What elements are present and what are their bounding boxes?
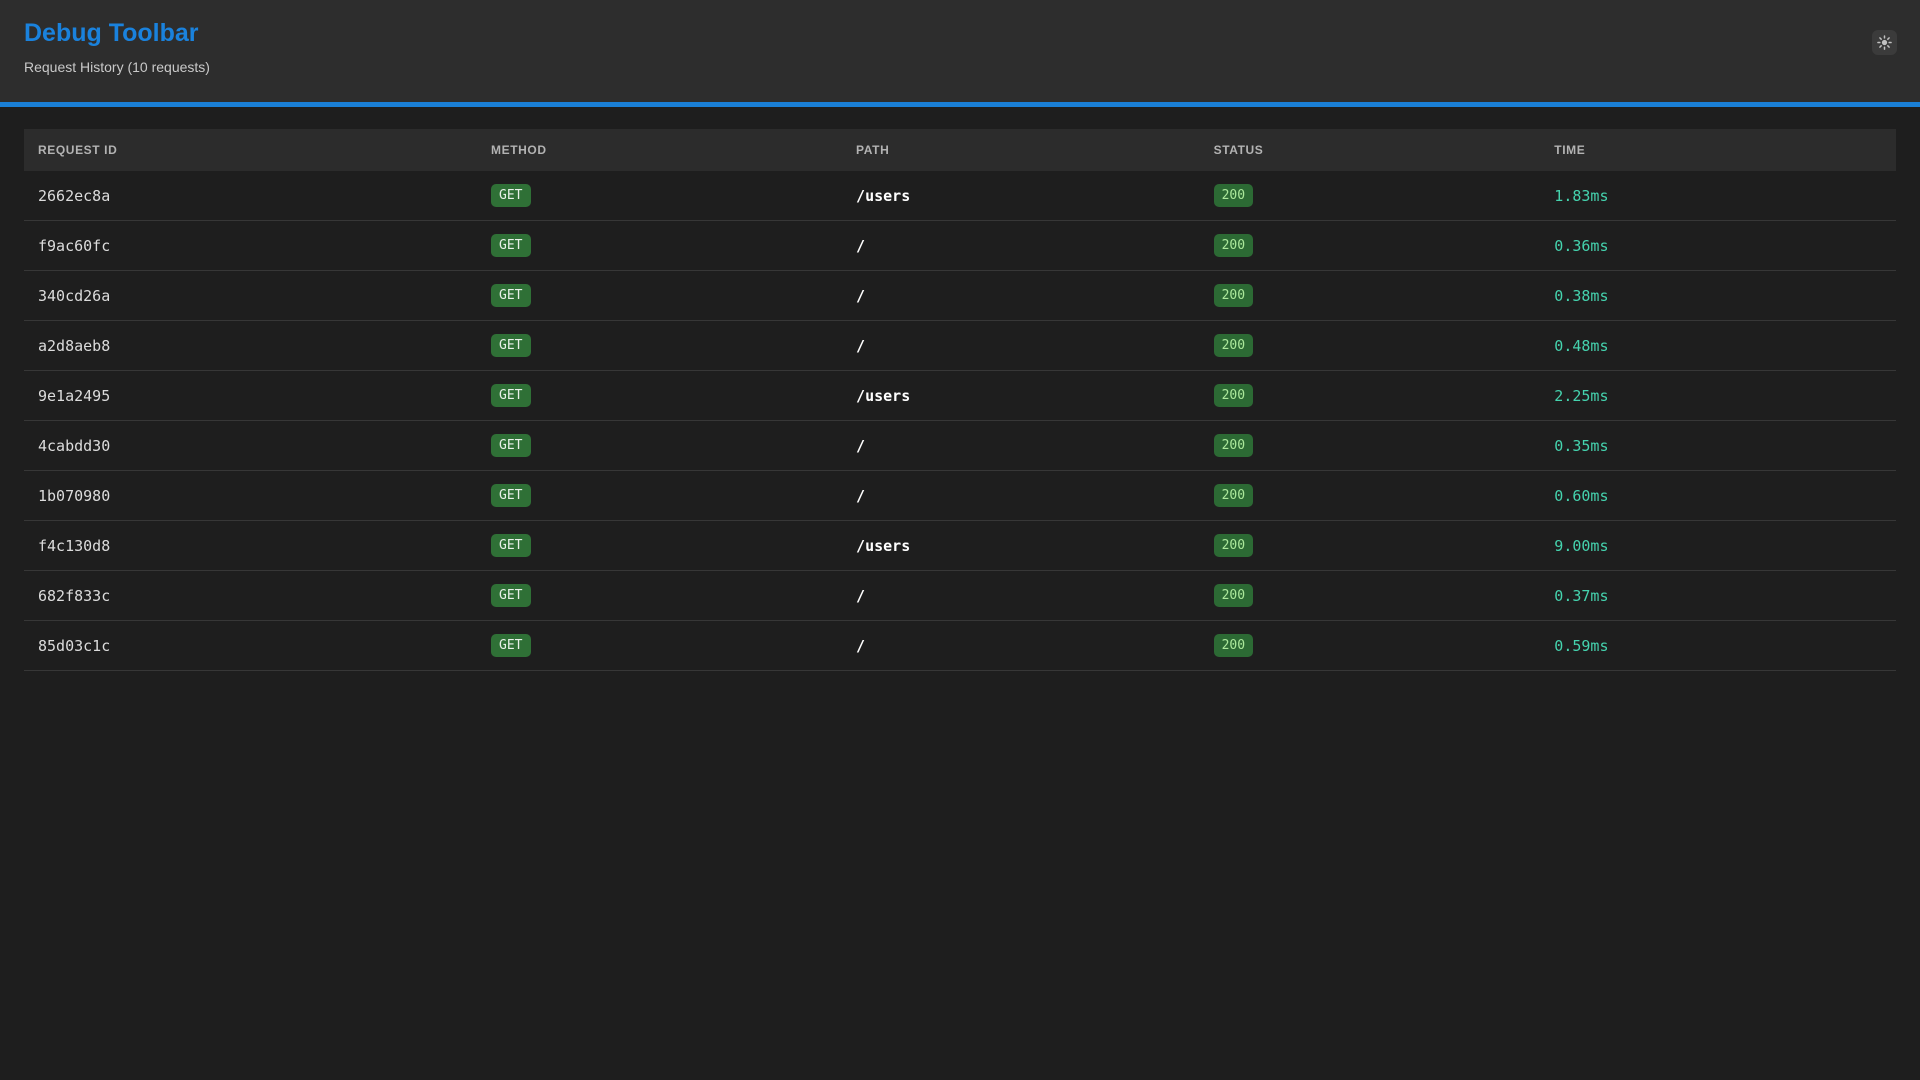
theme-toggle-button[interactable]	[1872, 30, 1897, 55]
table-row[interactable]: 85d03c1c GET / 200 0.59ms	[24, 620, 1896, 671]
request-id-cell: 682f833c	[24, 570, 478, 621]
request-id-cell: 1b070980	[24, 470, 478, 521]
time-cell: 0.48ms	[1540, 320, 1896, 371]
status-badge: 200	[1213, 334, 1254, 357]
request-id-cell: 340cd26a	[24, 270, 478, 321]
status-badge: 200	[1213, 384, 1254, 407]
method-cell: GET	[477, 620, 843, 671]
status-badge: 200	[1213, 234, 1254, 257]
column-header-status: Status	[1199, 129, 1541, 171]
request-id-cell: 9e1a2495	[24, 370, 478, 421]
path-cell: /	[842, 470, 1200, 521]
method-cell: GET	[477, 370, 843, 421]
status-cell: 200	[1199, 620, 1541, 671]
method-badge: GET	[491, 434, 531, 457]
method-cell: GET	[477, 570, 843, 621]
status-cell: 200	[1199, 470, 1541, 521]
time-cell: 0.35ms	[1540, 420, 1896, 471]
method-cell: GET	[477, 420, 843, 471]
method-cell: GET	[477, 520, 843, 571]
status-cell: 200	[1199, 570, 1541, 621]
time-cell: 0.38ms	[1540, 270, 1896, 321]
request-history-panel: Request ID Method Path Status Time 2662e…	[0, 107, 1920, 693]
status-badge: 200	[1213, 284, 1254, 307]
table-row[interactable]: 9e1a2495 GET /users 200 2.25ms	[24, 370, 1896, 421]
time-cell: 9.00ms	[1540, 520, 1896, 571]
request-id-cell: f9ac60fc	[24, 220, 478, 271]
time-cell: 0.59ms	[1540, 620, 1896, 671]
path-cell: /users	[842, 520, 1200, 571]
method-cell: GET	[477, 470, 843, 521]
status-badge: 200	[1213, 184, 1254, 207]
status-cell: 200	[1199, 420, 1541, 471]
toolbar-header: Debug Toolbar Request History (10 reques…	[0, 0, 1920, 107]
method-cell: GET	[477, 270, 843, 321]
method-badge: GET	[491, 634, 531, 657]
method-cell: GET	[477, 171, 843, 221]
method-badge: GET	[491, 184, 531, 207]
status-cell: 200	[1199, 220, 1541, 271]
column-header-request-id: Request ID	[24, 129, 478, 171]
request-history-table: Request ID Method Path Status Time 2662e…	[24, 129, 1896, 671]
time-cell: 2.25ms	[1540, 370, 1896, 421]
time-cell: 0.36ms	[1540, 220, 1896, 271]
path-cell: /	[842, 270, 1200, 321]
method-cell: GET	[477, 220, 843, 271]
status-badge: 200	[1213, 484, 1254, 507]
status-cell: 200	[1199, 171, 1541, 221]
status-cell: 200	[1199, 520, 1541, 571]
status-badge: 200	[1213, 534, 1254, 557]
path-cell: /	[842, 320, 1200, 371]
column-header-method: Method	[477, 129, 843, 171]
sun-icon	[1877, 35, 1892, 50]
method-badge: GET	[491, 534, 531, 557]
status-badge: 200	[1213, 434, 1254, 457]
method-badge: GET	[491, 284, 531, 307]
path-cell: /	[842, 570, 1200, 621]
request-id-cell: f4c130d8	[24, 520, 478, 571]
column-header-time: Time	[1540, 129, 1896, 171]
table-row[interactable]: 2662ec8a GET /users 200 1.83ms	[24, 171, 1896, 221]
table-row[interactable]: 340cd26a GET / 200 0.38ms	[24, 270, 1896, 321]
request-history-subtitle: Request History (10 requests)	[24, 59, 210, 75]
path-cell: /users	[842, 370, 1200, 421]
request-id-cell: 4cabdd30	[24, 420, 478, 471]
table-row[interactable]: 682f833c GET / 200 0.37ms	[24, 570, 1896, 621]
status-badge: 200	[1213, 584, 1254, 607]
table-row[interactable]: f9ac60fc GET / 200 0.36ms	[24, 220, 1896, 271]
request-id-cell: 2662ec8a	[24, 171, 478, 221]
method-badge: GET	[491, 484, 531, 507]
method-cell: GET	[477, 320, 843, 371]
path-cell: /	[842, 420, 1200, 471]
request-id-cell: 85d03c1c	[24, 620, 478, 671]
time-cell: 1.83ms	[1540, 171, 1896, 221]
table-row[interactable]: a2d8aeb8 GET / 200 0.48ms	[24, 320, 1896, 371]
table-row[interactable]: 1b070980 GET / 200 0.60ms	[24, 470, 1896, 521]
method-badge: GET	[491, 384, 531, 407]
status-cell: 200	[1199, 370, 1541, 421]
time-cell: 0.37ms	[1540, 570, 1896, 621]
path-cell: /	[842, 220, 1200, 271]
table-header: Request ID Method Path Status Time	[24, 129, 1896, 171]
table-header-row: Request ID Method Path Status Time	[24, 129, 1896, 171]
method-badge: GET	[491, 234, 531, 257]
time-cell: 0.60ms	[1540, 470, 1896, 521]
status-cell: 200	[1199, 270, 1541, 321]
table-row[interactable]: f4c130d8 GET /users 200 9.00ms	[24, 520, 1896, 571]
status-cell: 200	[1199, 320, 1541, 371]
method-badge: GET	[491, 334, 531, 357]
request-id-cell: a2d8aeb8	[24, 320, 478, 371]
path-cell: /users	[842, 171, 1200, 221]
method-badge: GET	[491, 584, 531, 607]
column-header-path: Path	[842, 129, 1200, 171]
table-row[interactable]: 4cabdd30 GET / 200 0.35ms	[24, 420, 1896, 471]
status-badge: 200	[1213, 634, 1254, 657]
path-cell: /	[842, 620, 1200, 671]
page-title: Debug Toolbar	[24, 19, 199, 47]
